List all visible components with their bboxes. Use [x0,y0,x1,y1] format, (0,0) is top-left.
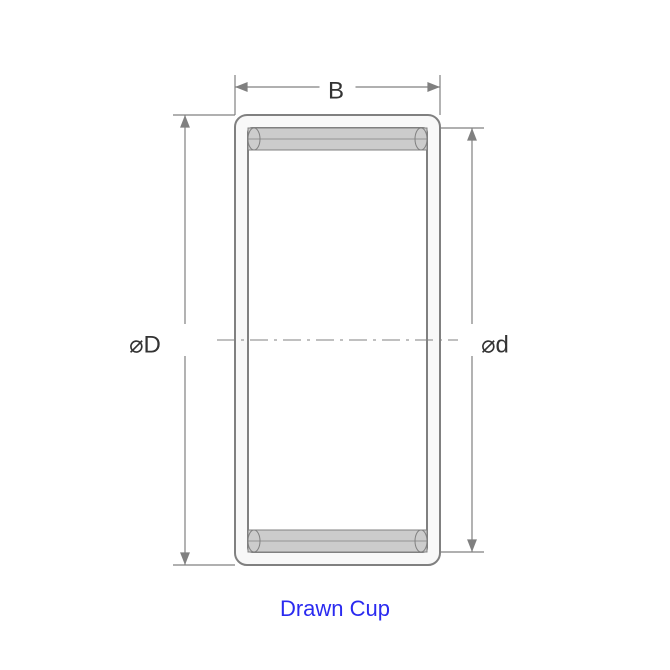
svg-text:⌀d: ⌀d [481,331,509,358]
svg-text:B: B [328,77,344,104]
diagram-svg: B ⌀D ⌀d [0,0,670,670]
diagram-root: B ⌀D ⌀d Drawn Cup [0,0,670,670]
svg-text:⌀D: ⌀D [129,331,161,358]
caption: Drawn Cup [0,596,670,622]
